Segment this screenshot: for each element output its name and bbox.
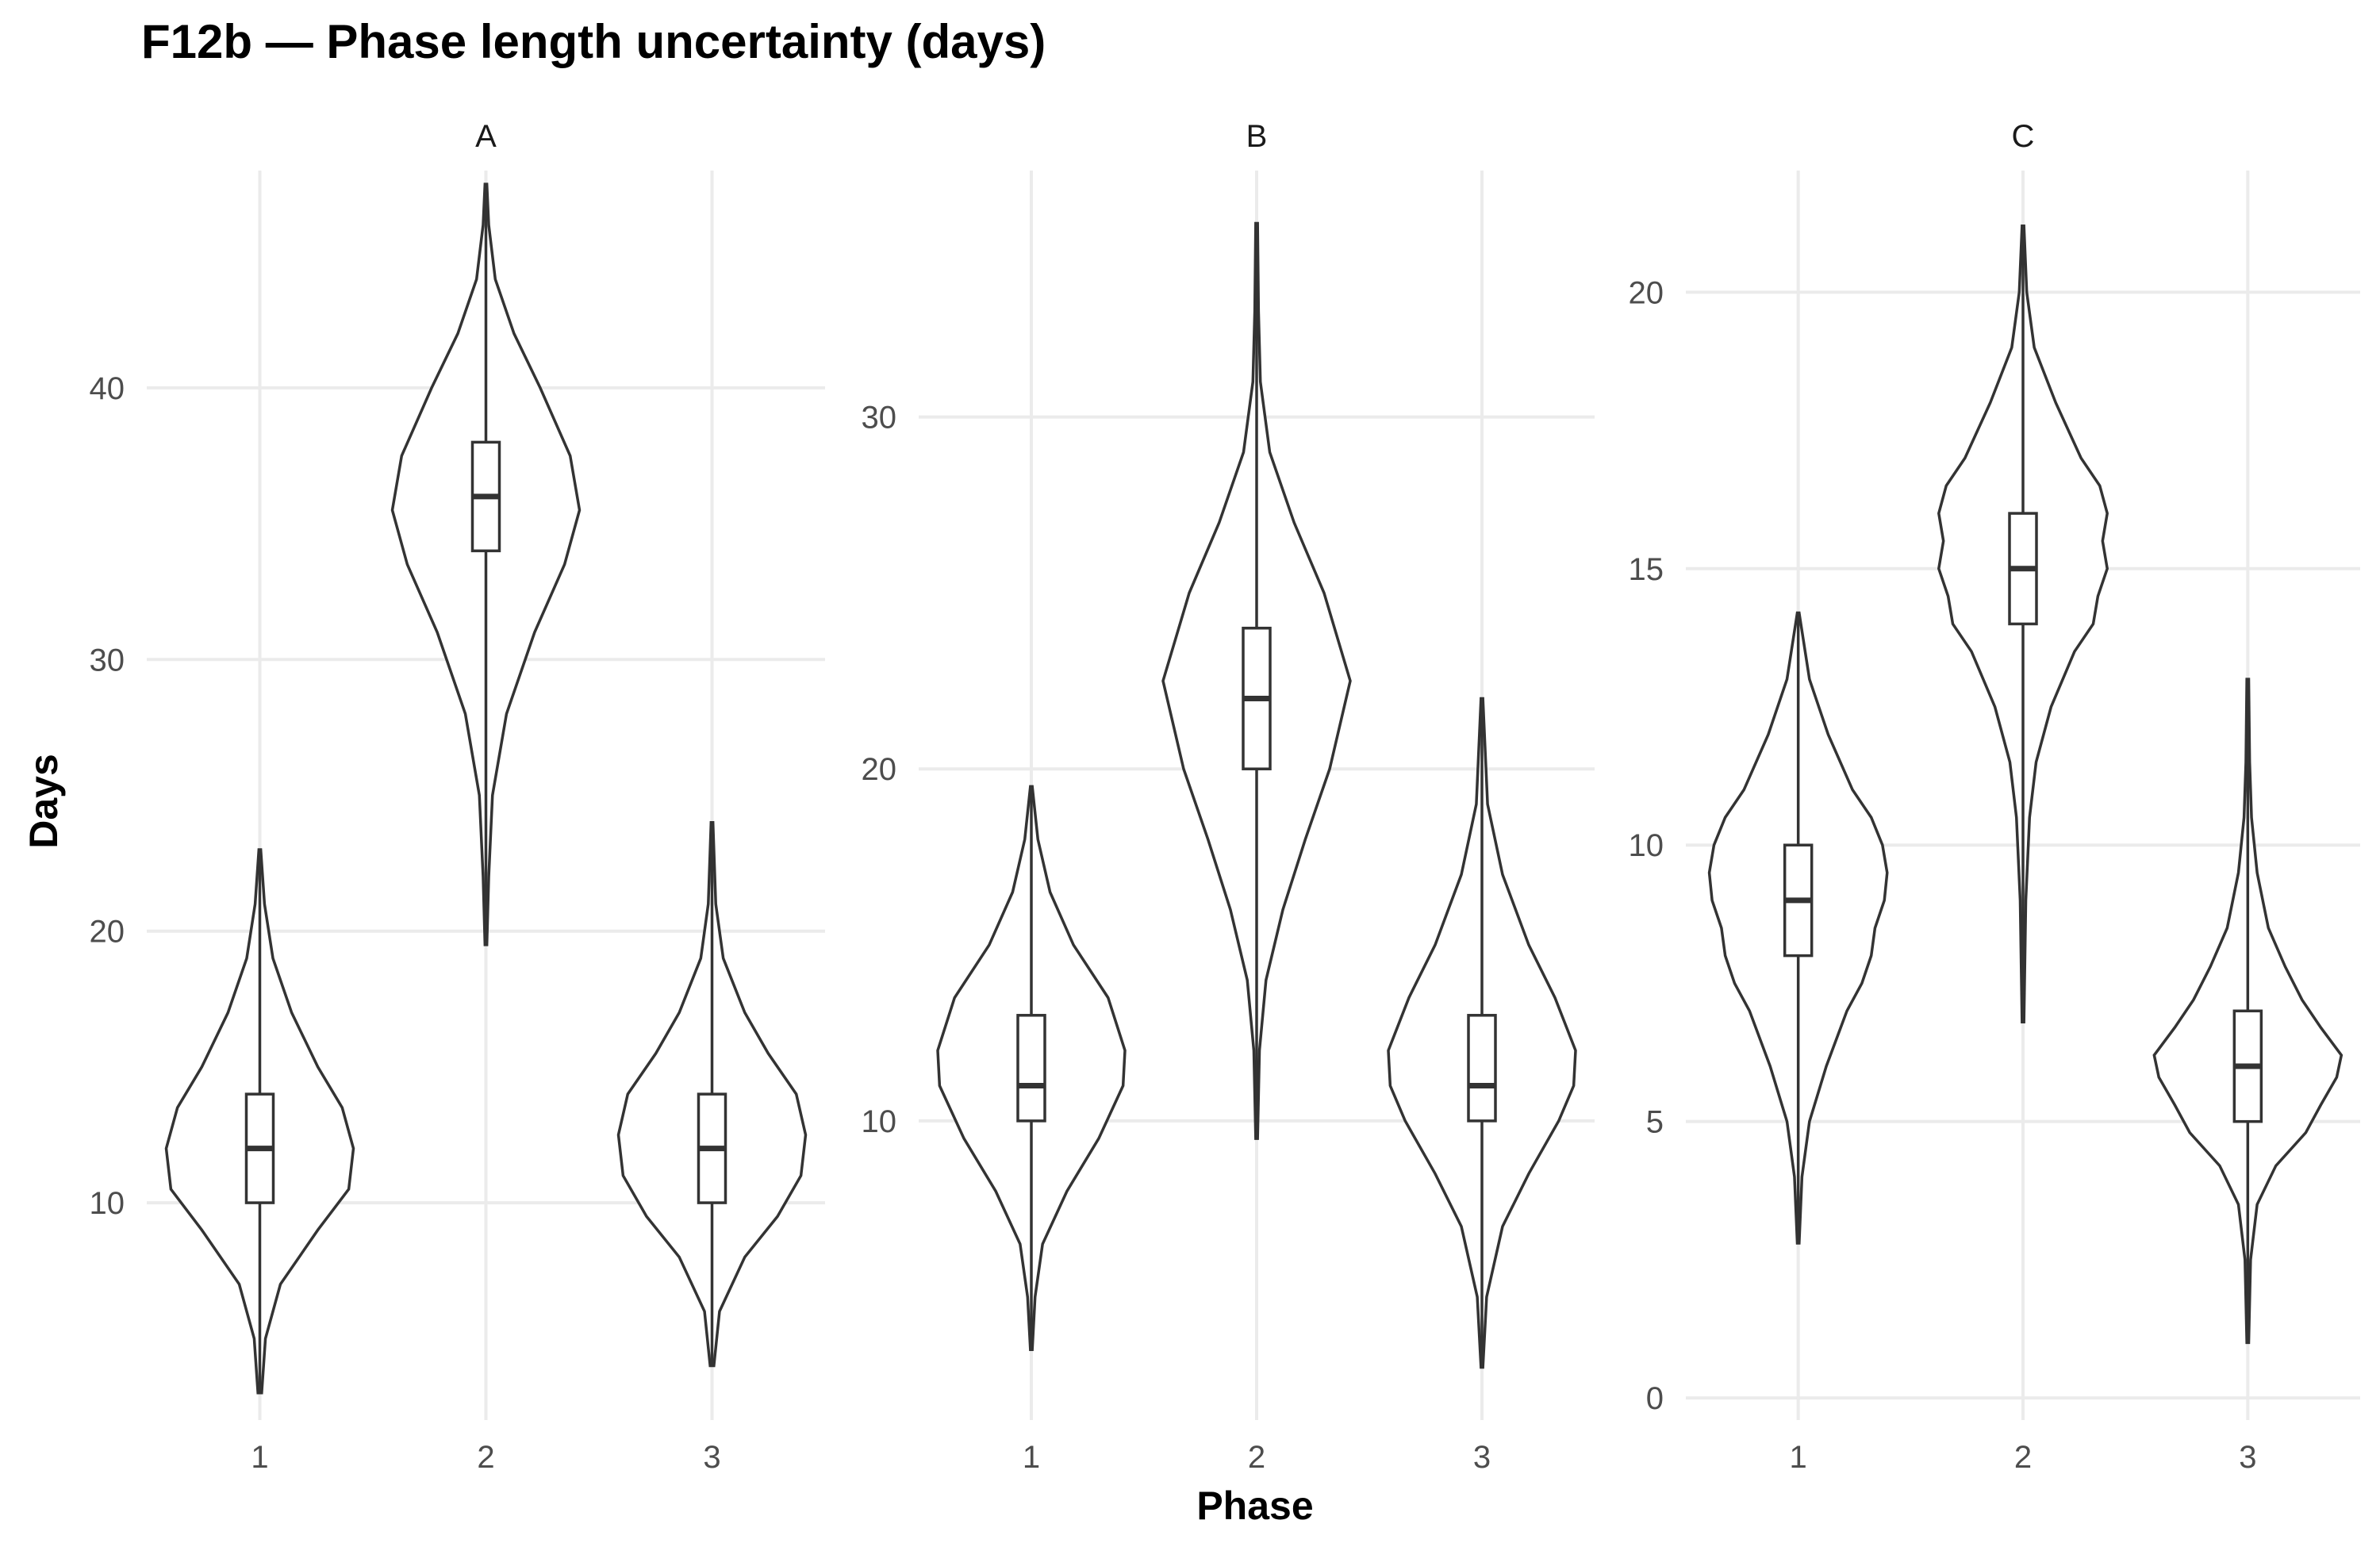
x-tick-label: 1 [1790, 1440, 1807, 1475]
facet-label: A [475, 119, 497, 154]
x-tick-label: 3 [2239, 1440, 2256, 1475]
chart-title: F12b — Phase length uncertainty (days) [141, 15, 1046, 68]
facet-label: B [1246, 119, 1268, 154]
facet-panel-b: B 10 20 30 1 2 3 [862, 119, 1595, 1475]
x-tick-label: 3 [703, 1440, 720, 1475]
iqr-box [1467, 1014, 1497, 1123]
y-tick-label: 40 [90, 371, 125, 406]
y-tick-label: 30 [90, 643, 125, 678]
y-tick-label: 20 [862, 752, 897, 787]
y-tick-label: 5 [1646, 1105, 1664, 1140]
x-tick-label: 2 [477, 1440, 494, 1475]
facet-panel-a: A 10 20 30 40 1 2 3 [90, 119, 825, 1475]
iqr-box [1016, 1014, 1046, 1123]
y-tick-label: 0 [1646, 1381, 1664, 1416]
facet-label: C [2012, 119, 2035, 154]
x-tick-label: 2 [2014, 1440, 2032, 1475]
y-axis-title: Days [21, 754, 66, 849]
facet-panel-c: C 0 5 10 15 20 1 2 3 [1629, 119, 2360, 1475]
x-tick-label: 2 [1248, 1440, 1265, 1475]
y-tick-label: 20 [1629, 275, 1664, 310]
y-tick-label: 30 [862, 401, 897, 436]
y-tick-label: 10 [1629, 828, 1664, 863]
y-tick-label: 20 [90, 915, 125, 950]
x-axis-title: Phase [1196, 1484, 1313, 1528]
x-tick-label: 1 [251, 1440, 268, 1475]
y-tick-label: 10 [862, 1104, 897, 1139]
x-tick-label: 3 [1473, 1440, 1491, 1475]
facets: A 10 20 30 40 1 2 3 B 10 20 30 1 2 3 C 0 5 10 15 20 1 2 3 [90, 119, 2360, 1475]
y-tick-label: 15 [1629, 552, 1664, 587]
x-tick-label: 1 [1023, 1440, 1040, 1475]
y-tick-label: 10 [90, 1186, 125, 1221]
